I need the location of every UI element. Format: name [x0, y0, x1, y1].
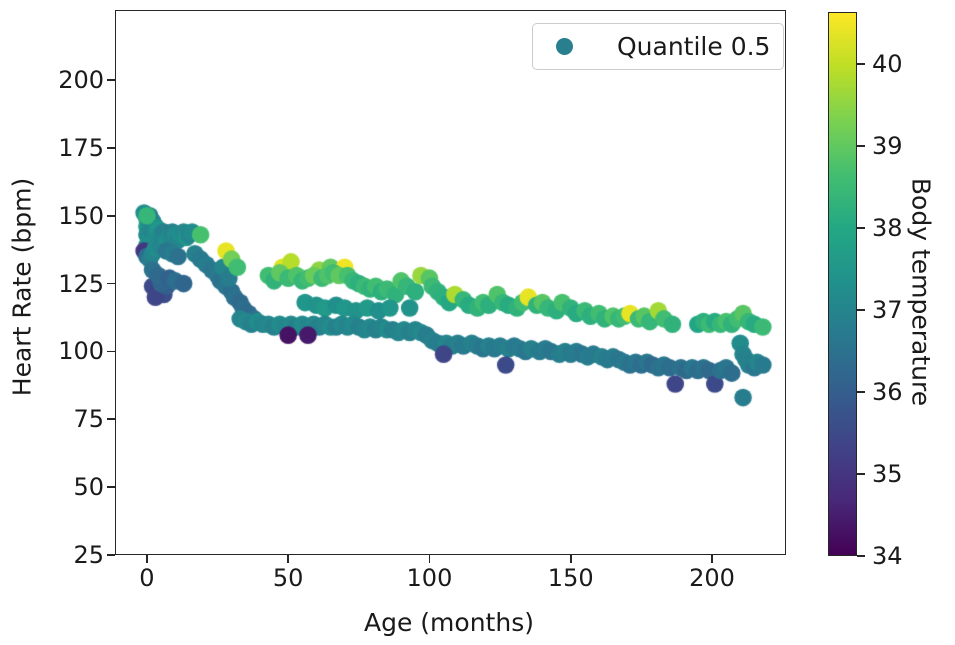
y-tick-label: 200	[58, 66, 104, 95]
y-tick-mark	[107, 79, 115, 81]
legend-marker-icon	[556, 38, 573, 55]
colorbar-tick-label: 40	[872, 49, 903, 78]
x-tick-mark	[146, 555, 148, 563]
x-tick-mark	[569, 555, 572, 563]
y-tick-mark	[107, 282, 115, 285]
colorbar-tick-label: 39	[872, 131, 903, 160]
colorbar	[828, 12, 857, 556]
y-tick-mark	[107, 418, 115, 421]
colorbar-tick-mark	[857, 555, 865, 557]
colorbar-tick-label: 35	[872, 459, 903, 488]
x-tick-label: 100	[406, 564, 453, 592]
y-tick-mark	[107, 486, 115, 489]
colorbar-tick-mark	[857, 390, 865, 393]
y-tick-label: 75	[73, 405, 104, 434]
colorbar-tick-label: 34	[872, 542, 903, 570]
colorbar-tick-label: 38	[872, 213, 903, 242]
y-tick-label: 100	[58, 337, 104, 366]
legend: Quantile 0.5	[532, 23, 784, 70]
y-tick-label: 150	[58, 201, 104, 230]
y-tick-label: 25	[73, 541, 104, 569]
scatter-plot-canvas	[115, 10, 786, 555]
y-tick-mark	[107, 554, 115, 556]
y-tick-label: 175	[58, 133, 104, 162]
x-tick-label: 150	[547, 564, 594, 592]
x-tick-mark	[711, 555, 713, 563]
x-tick-mark	[428, 555, 431, 563]
y-tick-mark	[107, 146, 115, 149]
x-tick-label: 200	[689, 564, 735, 592]
y-axis-label: Heart Rate (bpm)	[7, 177, 37, 397]
y-tick-label: 125	[58, 269, 104, 298]
x-axis-label: Age (months)	[364, 608, 534, 637]
y-tick-label: 50	[73, 473, 104, 502]
x-tick-mark	[287, 555, 290, 563]
colorbar-label: Body temperature	[906, 177, 936, 407]
x-tick-label: 50	[272, 564, 304, 592]
colorbar-tick-label: 37	[872, 295, 903, 324]
colorbar-tick-mark	[857, 308, 865, 311]
colorbar-tick-mark	[857, 144, 865, 147]
y-tick-mark	[107, 214, 115, 217]
colorbar-tick-mark	[857, 226, 865, 229]
colorbar-tick-mark	[857, 62, 865, 65]
x-tick-label: 0	[139, 564, 155, 592]
colorbar-tick-mark	[857, 473, 865, 475]
y-tick-mark	[107, 350, 115, 353]
colorbar-tick-label: 36	[872, 377, 903, 406]
legend-label: Quantile 0.5	[617, 32, 771, 61]
